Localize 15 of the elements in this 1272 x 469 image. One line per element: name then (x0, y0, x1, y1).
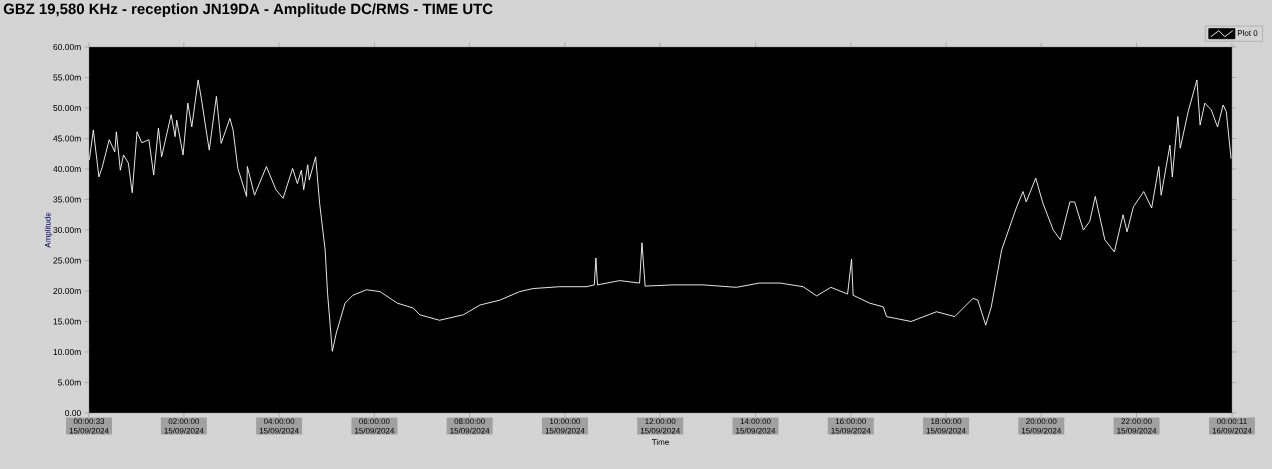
y-tick-label: 60.00m (53, 44, 81, 50)
y-tick-label: 55.00m (53, 74, 81, 81)
y-tick-label: 35.00m (53, 196, 81, 203)
y-tick-label: 0.00 (65, 409, 81, 416)
y-tick-label: 45.00m (53, 135, 81, 142)
y-tick-label: 30.00m (53, 227, 81, 233)
y-tick-label: 10.00m (53, 348, 81, 355)
y-tick-label: 5.00m (58, 379, 81, 386)
chart-title: GBZ 19,580 KHz - reception JN19DA - Amplitude DC/RMS - TIME UTC (3, 3, 493, 18)
y-tick-label: 25.00m (53, 257, 81, 264)
line-series (89, 79, 1232, 352)
y-tick-label: 50.00m (53, 105, 81, 111)
y-tick-label: 20.00m (53, 288, 81, 294)
y-tick-label: 15.00m (53, 318, 81, 325)
y-tick-label: 40.00m (53, 166, 81, 172)
